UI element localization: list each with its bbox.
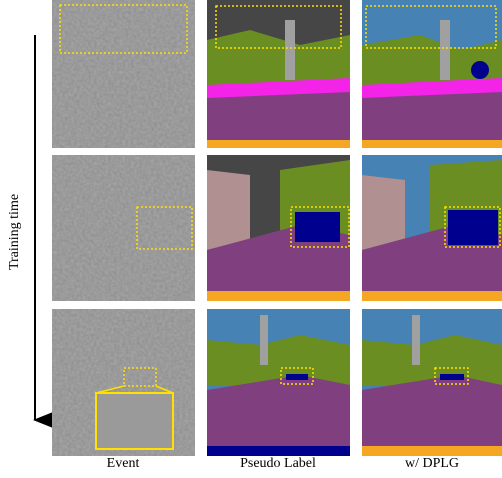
column-label: Event	[107, 456, 140, 471]
column-label: Pseudo Label	[240, 456, 316, 471]
figure: Training time	[0, 0, 502, 473]
column-label: w/ DPLG	[405, 456, 459, 471]
segmentation-images	[207, 0, 502, 456]
y-axis-label: Training time	[7, 194, 22, 270]
event-images	[52, 0, 195, 456]
